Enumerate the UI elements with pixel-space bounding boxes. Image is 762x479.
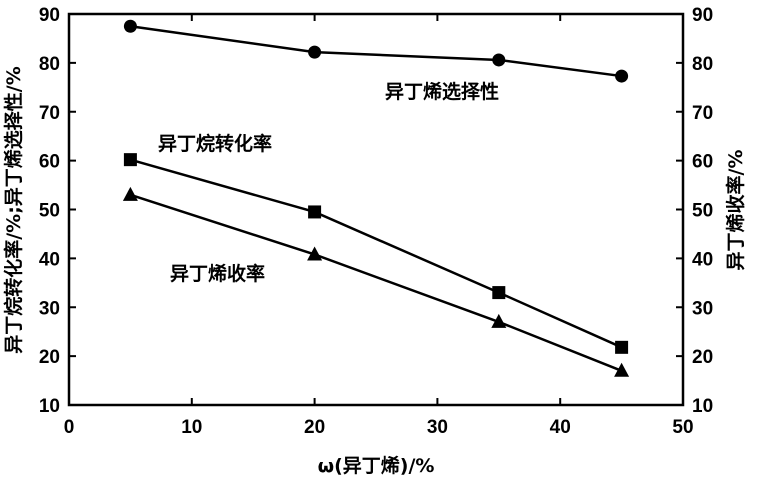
annotation-yield: 异丁烯收率 [170, 262, 265, 285]
y-tick-label-right: 80 [692, 54, 713, 75]
y-tick-label-right: 40 [692, 249, 713, 270]
x-tick-label: 30 [427, 417, 448, 438]
series-line-triangle [130, 193, 623, 372]
x-tick-label: 20 [304, 417, 325, 438]
data-point-circle [123, 19, 137, 33]
data-point-square [615, 340, 629, 354]
y-tick-label-right: 90 [692, 5, 713, 26]
y-tick-label-right: 70 [692, 103, 713, 124]
y-tick-label-left: 20 [39, 347, 60, 368]
y-tick-label-left: 10 [39, 396, 60, 417]
x-axis-title: ω(异丁烯)/% [318, 454, 435, 477]
annotation-selectivity: 异丁烯选择性 [385, 80, 499, 103]
data-point-square [492, 286, 506, 300]
x-tick-label: 50 [672, 417, 693, 438]
y-tick-label-right: 50 [692, 201, 713, 222]
y-tick-label-left: 60 [39, 152, 60, 173]
y-axis-title-right: 异丁烯收率/% [724, 150, 747, 271]
x-tick-label: 10 [181, 417, 202, 438]
y-tick-label-right: 20 [692, 347, 713, 368]
y-tick-label-left: 40 [39, 249, 60, 270]
data-point-triangle [491, 313, 507, 328]
data-point-circle [308, 45, 322, 59]
annotation-conversion: 异丁烷转化率 [158, 132, 272, 155]
data-point-triangle [122, 186, 138, 201]
y-tick-label-left: 80 [39, 54, 60, 75]
y-tick-label-left: 90 [39, 5, 60, 26]
data-point-circle [492, 53, 506, 67]
y-tick-label-left: 50 [39, 201, 60, 222]
series-line-circle [130, 24, 622, 78]
data-point-square [123, 153, 137, 167]
y-tick-label-left: 70 [39, 103, 60, 124]
series-line-square [130, 158, 623, 349]
data-point-triangle [614, 362, 630, 377]
x-tick-label: 40 [550, 417, 571, 438]
data-point-circle [615, 69, 629, 83]
series-layer [122, 19, 630, 377]
data-point-square [308, 205, 322, 219]
y-tick-label-left: 30 [39, 298, 60, 319]
y-tick-label-right: 60 [692, 152, 713, 173]
y-tick-label-right: 10 [692, 396, 713, 417]
y-axis-title-left: 异丁烷转化率/%;异丁烯选择性/% [2, 66, 25, 354]
data-point-triangle [307, 246, 323, 261]
y-tick-label-right: 30 [692, 298, 713, 319]
x-tick-label: 0 [64, 417, 75, 438]
